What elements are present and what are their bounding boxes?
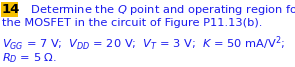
Text: Determine the $Q$ point and operating region for: Determine the $Q$ point and operating re… bbox=[20, 3, 295, 17]
FancyBboxPatch shape bbox=[1, 2, 18, 17]
Text: $R_D$ = 5 Ω.: $R_D$ = 5 Ω. bbox=[2, 51, 57, 65]
Text: 14: 14 bbox=[2, 3, 20, 16]
Text: $V_{GG}$ = 7 V;  $V_{DD}$ = 20 V;  $V_T$ = 3 V;  $K$ = 50 mA/V$^2$;: $V_{GG}$ = 7 V; $V_{DD}$ = 20 V; $V_T$ =… bbox=[2, 35, 285, 53]
Text: the MOSFET in the circuit of Figure P11.13(b).: the MOSFET in the circuit of Figure P11.… bbox=[2, 18, 262, 28]
